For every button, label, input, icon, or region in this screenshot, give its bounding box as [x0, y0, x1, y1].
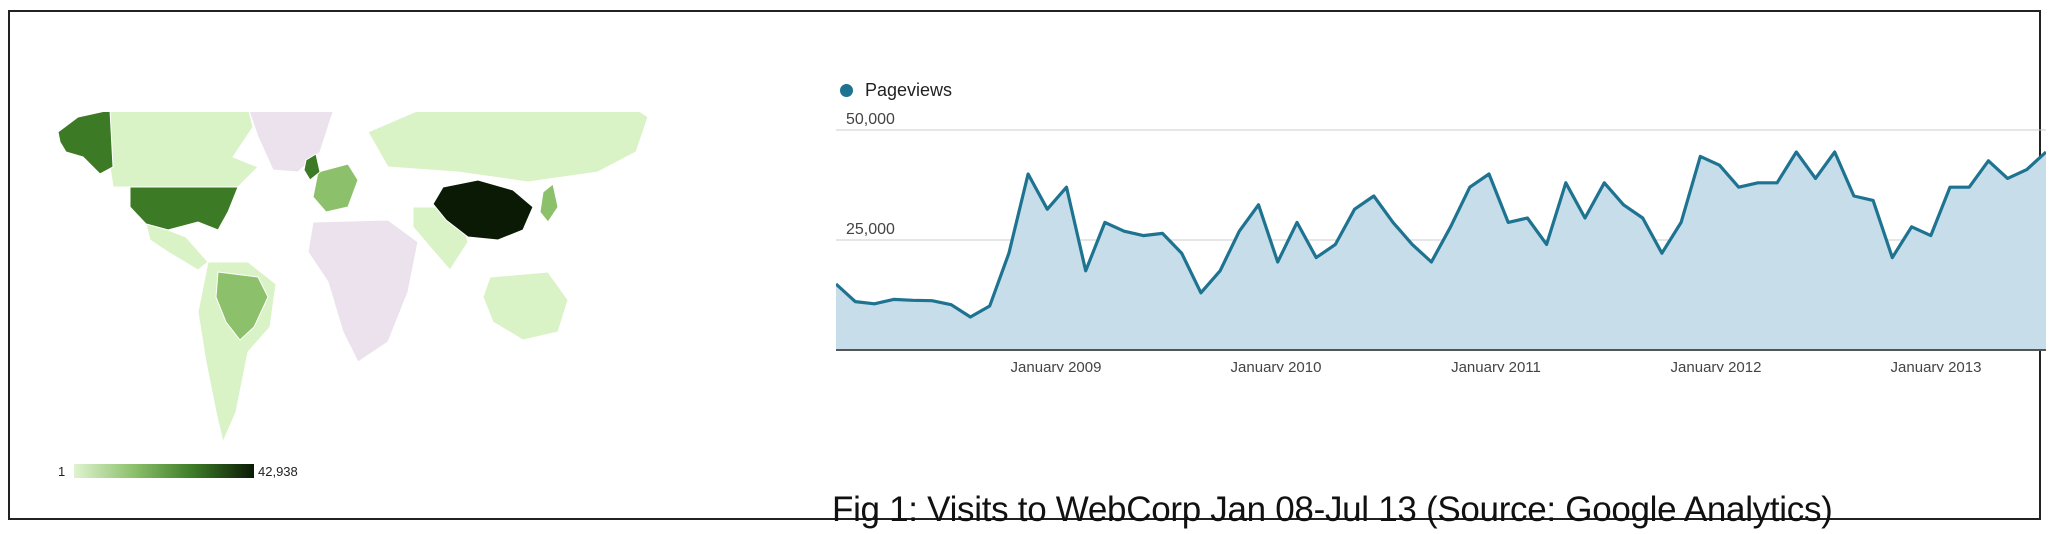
- map-region-usa: [129, 186, 239, 231]
- map-region-africa: [307, 219, 419, 363]
- legend-marker: [840, 83, 853, 97]
- x-tick-label: January 2010: [1231, 359, 1322, 372]
- figure-frame: 1 42,938 50,000 25,000 January 2009 January…: [8, 10, 2046, 529]
- map-region-japan: [539, 183, 559, 223]
- map-color-scale: 1 42,938: [58, 462, 318, 482]
- map-region-uk: [303, 153, 321, 181]
- map-region-australia: [482, 271, 569, 341]
- y-tick-label: 50,000: [846, 111, 895, 128]
- scale-gradient-bar: [74, 464, 254, 478]
- map-region-mexico: [145, 223, 209, 271]
- x-tick-label: January 2011: [1451, 359, 1541, 372]
- world-map-panel: 1 42,938: [58, 112, 788, 482]
- x-tick-label: January 2009: [1011, 359, 1102, 372]
- x-tick-label: January 2013: [1891, 359, 1982, 372]
- pageviews-area: [836, 152, 2046, 350]
- pageviews-chart-panel: 50,000 25,000 January 2009 January 2010 Janu…: [836, 72, 2046, 402]
- y-tick-label: 25,000: [846, 221, 895, 238]
- figure-caption: Fig 1: Visits to WebCorp Jan 08-Jul 13 (…: [832, 490, 1833, 529]
- map-region-russia: [367, 112, 649, 183]
- pageviews-line: [836, 150, 2046, 319]
- map-region-greenland: [248, 112, 334, 173]
- map-region-canada: [107, 112, 259, 188]
- chart-legend: Pageviews: [840, 78, 952, 102]
- legend-label-pageviews: Pageviews: [865, 79, 953, 100]
- scale-min-label: 1: [58, 464, 66, 479]
- map-region-europe: [312, 163, 359, 213]
- x-tick-label: January 2012: [1671, 359, 1762, 372]
- world-map: [58, 112, 649, 444]
- scale-max-label: 42,938: [258, 464, 298, 479]
- map-region-china: [432, 179, 534, 241]
- map-region-brazil: [215, 271, 269, 341]
- pageviews-chart: 50,000 25,000 January 2009 January 2010 Janu…: [836, 111, 2046, 372]
- map-region-alaska: [58, 112, 114, 175]
